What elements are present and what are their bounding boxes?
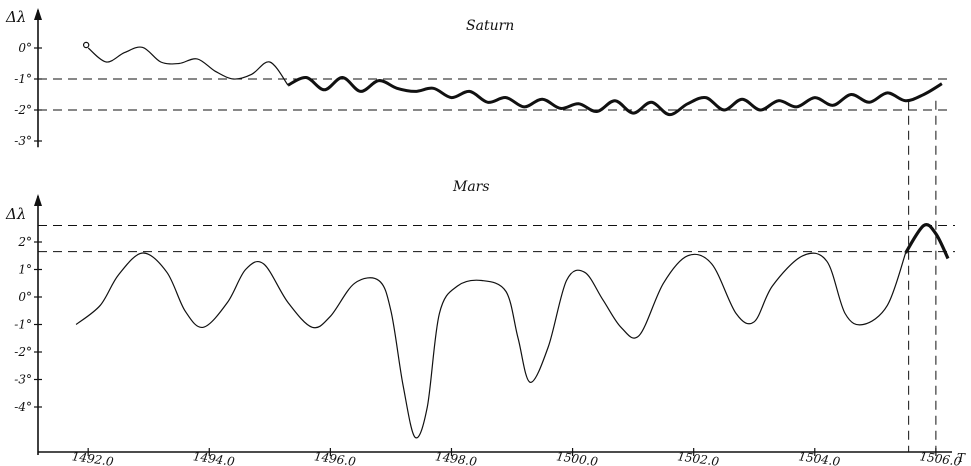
x-tick-label: 1498.0: [434, 449, 478, 466]
mars-y-tick-label: -1°: [14, 318, 32, 332]
x-axis-label: T: [957, 451, 966, 465]
saturn-y-tick-label: -2°: [14, 103, 32, 117]
mars-y-tick-label: 1°: [18, 263, 32, 277]
x-tick-label: 1492.0: [71, 449, 115, 466]
mars-y-axis: 2° 1° 0° -1° -2° -3° -4°: [14, 194, 42, 455]
x-tick-label: 1494.0: [192, 449, 236, 466]
mars-reference-lines: [38, 100, 955, 452]
saturn-line-thin: [87, 46, 289, 86]
mars-panel: Mars Δλ 2°1°0°-1°-2°-3°-4° 1492.0 1494.0 1…: [5, 100, 966, 466]
saturn-y-label: Δλ: [5, 8, 26, 26]
mars-line-thin: [75, 252, 907, 439]
mars-y-tick-label: -3°: [14, 373, 32, 387]
saturn-title: Saturn: [466, 18, 514, 34]
saturn-series: [82, 41, 943, 117]
mars-y-tick-label: 2°: [17, 235, 32, 249]
saturn-line-thick: [287, 75, 943, 117]
saturn-y-tick-label: -3°: [14, 134, 32, 148]
saturn-y-tick-label: 0°: [18, 41, 32, 55]
x-tick-label: 1502.0: [676, 449, 720, 466]
x-axis: 1492.0 1494.0 1496.0 1498.0 1500.0 1502.0 1504…: [38, 448, 963, 466]
saturn-start-marker: [82, 41, 90, 49]
mars-title: Mars: [452, 179, 490, 195]
mars-y-tick-label: -2°: [14, 345, 32, 359]
saturn-y-axis-arrow: [34, 8, 42, 20]
x-tick-label: 1496.0: [313, 449, 357, 466]
mars-y-tick-label: -4°: [14, 400, 32, 414]
mars-series: [75, 223, 950, 439]
x-tick-label: 1506.0: [919, 449, 963, 466]
x-tick-label: 1500.0: [555, 449, 599, 466]
saturn-panel: Saturn Δλ 0° -1° -2° -3°: [5, 8, 948, 148]
saturn-reference-lines: [38, 78, 948, 111]
mars-y-label: Δλ: [5, 205, 26, 223]
mars-line-thick: [904, 223, 950, 260]
mars-y-axis-arrow: [34, 194, 42, 206]
mars-y-tick-label: 0°: [18, 290, 32, 304]
saturn-y-tick-label: -1°: [14, 72, 32, 86]
x-tick-label: 1504.0: [798, 449, 842, 466]
saturn-y-axis: 0° -1° -2° -3°: [14, 8, 42, 148]
